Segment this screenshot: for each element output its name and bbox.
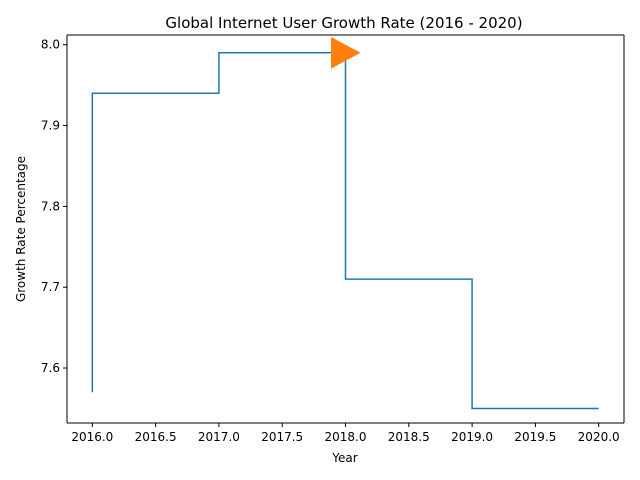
x-tick-label: 2018.0 (325, 430, 367, 444)
x-tick-label: 2016.5 (135, 430, 177, 444)
x-axis-label: Year (331, 451, 357, 465)
plot-area: 2016.0 2016.5 2017.0 2017.5 2018.0 2018.5 2019… (41, 34, 625, 444)
x-tick-label: 2019.5 (514, 430, 556, 444)
x-tick-label: 2020.0 (578, 430, 620, 444)
x-tick-label: 2017.5 (261, 430, 303, 444)
y-tick-label: 7.7 (41, 280, 60, 294)
x-tick-label: 2018.5 (388, 430, 430, 444)
y-tick-label: 7.9 (41, 119, 60, 133)
y-tick-label: 8.0 (41, 38, 60, 52)
series-line-0 (91, 52, 599, 410)
chart-title: Global Internet User Growth Rate (2016 -… (165, 14, 522, 32)
triangle-marker-0 (331, 36, 361, 69)
y-axis-label: Growth Rate Percentage (14, 156, 28, 302)
x-tick-label: 2017.0 (198, 430, 240, 444)
y-tick-label: 7.8 (41, 199, 60, 213)
x-tick-label: 2016.0 (71, 430, 113, 444)
x-tick-label: 2019.0 (451, 430, 493, 444)
y-tick-label: 7.6 (41, 361, 60, 375)
